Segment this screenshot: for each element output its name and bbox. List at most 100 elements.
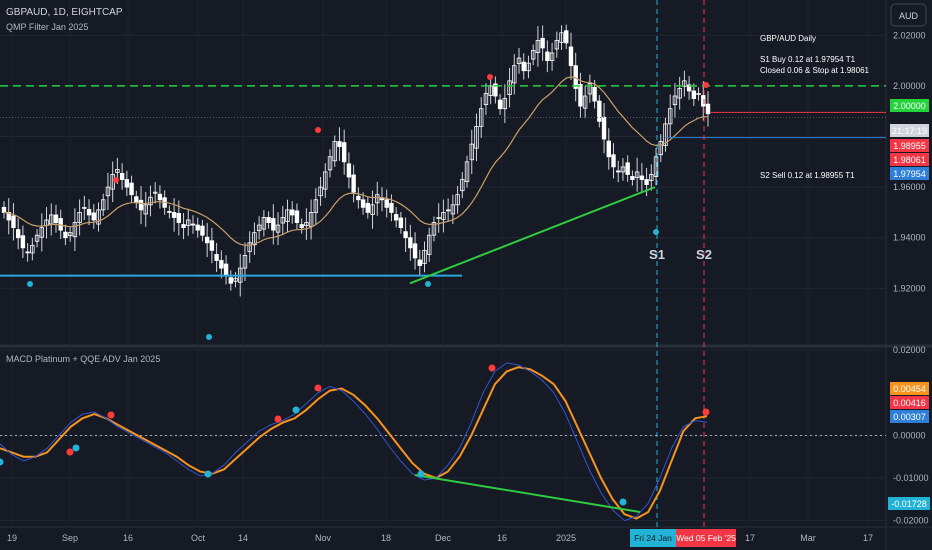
price-overlays	[0, 0, 886, 527]
indicator-title: QMP Filter Jan 2025	[6, 22, 88, 32]
time-tick-label: 17	[863, 533, 873, 543]
candle-body	[356, 195, 361, 201]
candle-body	[290, 209, 295, 216]
badge-buy-entry-text: 1.97954	[893, 169, 926, 179]
macd-cyan-dot	[0, 458, 4, 466]
currency-button[interactable]	[890, 3, 927, 27]
badge-s1-date	[630, 529, 676, 547]
badge-macd-orange	[890, 382, 929, 395]
candle-body	[441, 212, 446, 220]
candle-body	[86, 208, 92, 216]
candle-body	[568, 46, 574, 67]
macd-cyan-dot	[619, 498, 627, 506]
candle-body	[167, 211, 172, 213]
price-badges: 2.00000 21:17:19 1.98955 1.98061 1.97954	[890, 99, 929, 180]
candle-body	[417, 259, 422, 266]
candle-body	[393, 214, 399, 221]
candle-body	[365, 202, 371, 213]
candle-body	[616, 170, 621, 173]
badge-sell-entry-text: 1.98955	[893, 141, 926, 151]
badge-countdown-text: 21:17:19	[892, 126, 927, 136]
time-axis[interactable]: 19 Sep 16 Oct 14 Nov 18 Dec 16 2025 17 Mar 17	[7, 533, 873, 543]
candle-body	[625, 162, 630, 175]
buy-dot	[206, 334, 212, 340]
candle-body	[77, 212, 82, 223]
candle-body	[275, 224, 281, 233]
time-tick-label: 16	[497, 533, 507, 543]
uptrend-line	[409, 186, 656, 285]
buy-dot	[27, 281, 33, 287]
candle-body	[549, 52, 555, 62]
candle-body	[474, 125, 479, 149]
candle-body	[190, 223, 196, 226]
sell-dot	[315, 127, 321, 133]
candle-body	[455, 194, 460, 206]
candle-body	[143, 204, 148, 215]
badge-macd-blue	[890, 410, 929, 423]
candle-body	[96, 209, 101, 225]
badge-macd-cyan	[888, 497, 930, 510]
badge-macd-red-text: 0.00416	[893, 398, 926, 408]
badge-macd-cyan-text: -0.01728	[891, 499, 927, 509]
candle-body	[34, 234, 40, 242]
price-tick-label: 1.92000	[893, 283, 926, 293]
candle-body	[337, 141, 342, 148]
macd-cyan-dot	[417, 470, 425, 478]
candle-body	[663, 123, 668, 147]
signal-label-s1: S1	[649, 247, 665, 262]
candle-body	[639, 175, 645, 180]
candle-body	[398, 217, 404, 229]
candle-body	[176, 213, 182, 223]
price-tick-label: 1.96000	[893, 182, 926, 192]
candle-body	[152, 191, 158, 194]
badge-s2-date	[676, 529, 736, 547]
badge-s2-date-text: Wed 05 Feb '25	[676, 533, 736, 543]
candle-body	[422, 249, 427, 264]
time-tick-label: Mar	[800, 533, 816, 543]
buy-dot	[425, 281, 431, 287]
time-tick-label: 16	[123, 533, 133, 543]
price-axis[interactable]: 2.02000 2.00000 1.96000 1.94000 1.92000 0.020…	[893, 30, 929, 525]
candle-body	[252, 232, 257, 246]
candle-body	[294, 210, 300, 223]
candle-body	[256, 224, 262, 232]
candle-body	[649, 174, 654, 181]
candle-body	[620, 166, 626, 173]
macd-fast-line	[0, 366, 708, 520]
time-tick-label: Oct	[191, 533, 206, 543]
candle-body	[582, 95, 588, 109]
macd-red-dot	[314, 384, 322, 392]
candle-body	[266, 217, 271, 223]
candle-body	[696, 93, 701, 95]
candle-body	[129, 182, 134, 196]
candle-body	[25, 251, 30, 254]
macd-red-dot	[107, 411, 115, 419]
signal-label-s2: S2	[696, 247, 712, 262]
candle-body	[195, 224, 200, 231]
candle-body	[223, 263, 229, 277]
candle-body	[247, 242, 252, 252]
candle-body	[63, 231, 68, 239]
candle-body	[389, 202, 394, 213]
time-tick-label: Sep	[62, 533, 78, 543]
candle-body	[375, 194, 380, 204]
badge-green-level	[890, 99, 929, 112]
candle-body	[512, 65, 517, 84]
badge-sell-entry	[890, 139, 929, 152]
candle-body	[332, 141, 337, 162]
candle-body	[497, 99, 503, 110]
candle-body	[91, 212, 96, 221]
candle-body	[592, 87, 597, 102]
candle-body	[431, 222, 437, 236]
time-tick-label: 19	[7, 533, 17, 543]
candle-body	[280, 217, 285, 224]
macd-tick-label: 0.00000	[893, 430, 926, 440]
macd-red-dot	[488, 364, 496, 372]
candle-body	[545, 51, 550, 62]
badge-countdown	[890, 124, 929, 137]
candle-body	[171, 212, 177, 218]
time-tick-label: Nov	[315, 533, 332, 543]
currency-button-label: AUD	[899, 11, 919, 21]
badge-stop	[890, 153, 929, 166]
candle-body	[606, 140, 611, 158]
